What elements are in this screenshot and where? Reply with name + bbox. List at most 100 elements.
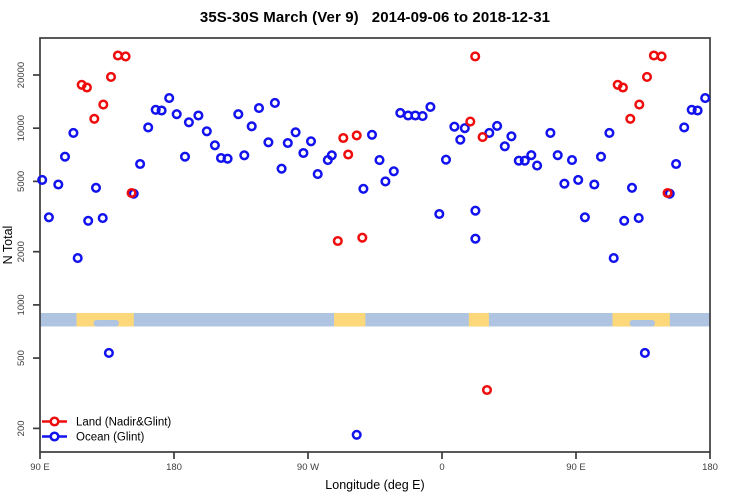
ocean-point <box>156 105 167 116</box>
ocean-point <box>233 109 244 120</box>
ocean-point <box>671 158 682 170</box>
ocean-point <box>253 103 265 114</box>
map-band-bight-notch <box>93 319 119 327</box>
land-point <box>120 51 131 62</box>
ocean-point <box>312 169 323 180</box>
ocean-point <box>545 127 556 138</box>
ocean-point <box>72 253 83 264</box>
y-tick-label: 20000 <box>16 62 27 88</box>
ocean-point <box>103 347 114 358</box>
land-point <box>89 113 100 124</box>
ocean-point <box>183 117 194 128</box>
land-point <box>351 130 362 141</box>
ocean-point <box>639 347 650 358</box>
ocean-point <box>179 151 191 162</box>
ocean-point <box>700 93 711 104</box>
ocean-point <box>83 215 94 226</box>
land-point <box>656 51 667 62</box>
land-point <box>81 82 92 93</box>
ocean-point <box>484 127 495 138</box>
ocean-point <box>222 153 233 164</box>
ocean-point <box>171 109 182 120</box>
ocean-point <box>68 127 79 138</box>
ocean-point <box>552 150 563 161</box>
ocean-point <box>43 212 54 223</box>
ocean-point <box>679 122 690 133</box>
ocean-point <box>686 104 697 115</box>
ocean-point <box>455 134 466 145</box>
ocean-point <box>608 253 619 264</box>
land-point <box>477 132 488 143</box>
x-tick-label: 0 <box>439 462 444 473</box>
ocean-point <box>282 137 293 149</box>
chart-title-dates: 2014-09-06 to 2018-12-31 <box>371 9 551 26</box>
y-tick-label: 10000 <box>16 115 27 141</box>
land-point <box>634 99 645 110</box>
land-point <box>357 232 368 243</box>
ocean-point <box>305 136 317 147</box>
ocean-point <box>434 208 445 220</box>
x-tick-label: 90 W <box>297 462 319 473</box>
ocean-point <box>37 174 48 185</box>
ocean-point <box>374 155 385 166</box>
ocean-point <box>351 429 362 440</box>
ocean-point <box>395 107 406 118</box>
ocean-point <box>417 111 428 122</box>
ocean-point <box>449 121 460 132</box>
y-axis-title: N Total <box>1 226 15 265</box>
legend-marker <box>49 431 60 442</box>
map-band-bight-notch <box>629 319 655 327</box>
ocean-point <box>143 122 154 133</box>
land-point <box>617 82 628 93</box>
x-tick-label: 90 E <box>30 462 50 473</box>
land-point <box>338 132 349 144</box>
y-tick-label: 1000 <box>16 294 27 315</box>
map-band-land-patch <box>612 312 670 327</box>
land-point <box>343 149 354 160</box>
ocean-point <box>53 179 64 190</box>
ocean-point <box>209 140 220 151</box>
ocean-point <box>380 176 391 187</box>
ocean-point <box>595 151 607 162</box>
ocean-point <box>492 120 503 131</box>
chart-title-main: 35S-30S March (Ver 9) <box>199 9 359 26</box>
ocean-point <box>358 183 369 194</box>
ocean-point <box>246 121 257 132</box>
map-band-land-patch <box>334 312 366 327</box>
land-point <box>625 113 636 124</box>
ocean-point <box>470 205 481 216</box>
land-point <box>332 235 343 247</box>
ocean-point <box>59 151 71 162</box>
land-point <box>112 50 123 61</box>
plot-box <box>39 37 711 453</box>
ocean-point <box>90 182 102 193</box>
ocean-point <box>201 126 212 137</box>
ocean-point <box>97 213 108 224</box>
ocean-point <box>519 155 530 166</box>
y-tick-label: 5000 <box>16 171 27 192</box>
ocean-point <box>269 97 280 108</box>
ocean-point <box>425 101 436 112</box>
ocean-point <box>326 150 337 161</box>
ocean-point <box>619 215 630 226</box>
legend-item-ocean: Ocean (Glint) <box>42 431 145 444</box>
x-axis-title: Longitude (deg E) <box>325 478 424 492</box>
ocean-point <box>532 160 543 171</box>
ocean-point <box>135 158 146 170</box>
y-tick-label: 2000 <box>16 241 27 262</box>
land-point <box>105 71 117 82</box>
map-band-land-patch <box>76 312 134 327</box>
ocean-point <box>579 212 590 223</box>
ocean-point <box>604 127 615 138</box>
ocean-point <box>513 155 524 166</box>
ocean-point <box>298 147 309 159</box>
land-point <box>481 384 493 396</box>
ocean-point <box>150 104 161 115</box>
x-tick-label: 90 E <box>566 462 586 473</box>
ocean-point <box>633 213 644 224</box>
land-point <box>641 71 653 82</box>
ocean-point <box>559 178 570 189</box>
legend-marker <box>49 416 60 427</box>
